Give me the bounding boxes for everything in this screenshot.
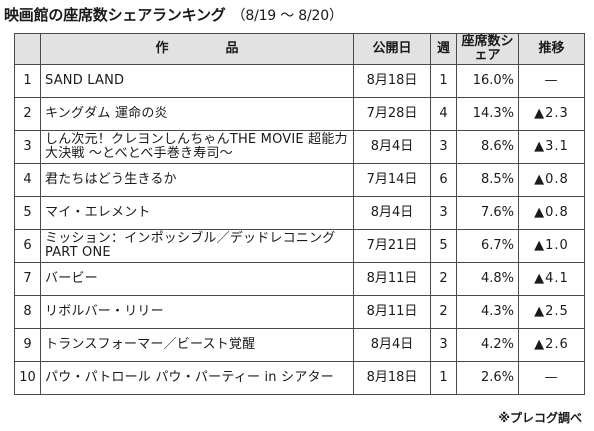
share-cell: 4.8% [456,262,519,296]
rank-cell: 3 [14,130,41,164]
trend-cell: ▲1.0 [518,229,585,263]
release-date-cell: 7月21日 [353,229,431,263]
movie-title-cell: SAND LAND [40,64,354,98]
movie-title-cell: トランスフォーマー／ビースト覚醒 [40,328,354,362]
release-date-cell: 7月28日 [353,97,431,131]
rank-cell: 5 [14,196,41,230]
table-row: 3 しん次元！クレヨンしんちゃんTHE MOVIE 超能力大決戦 〜とべとべ手巻… [14,130,585,164]
trend-cell: ▲2.5 [518,295,585,329]
ranking-table: 作 品 公開日 週 座席数シェア 推移 1 SAND LAND 8月18日 1 … [14,33,585,395]
release-date-cell: 8月18日 [353,64,431,98]
table-row: 10 パウ・パトロール パウ・パーティー in シアター 8月18日 1 2.6… [14,361,585,395]
trend-cell: — [518,64,585,98]
share-cell: 6.7% [456,229,519,263]
movie-title-cell: 君たちはどう生きるか [40,163,354,197]
table-body: 1 SAND LAND 8月18日 1 16.0% — 2 キングダム 運命の炎… [14,64,585,395]
rank-cell: 8 [14,295,41,329]
weeks-cell: 2 [430,295,457,329]
header-title: 作 品 [40,33,354,65]
trend-cell: — [518,361,585,395]
rank-cell: 9 [14,328,41,362]
share-cell: 8.6% [456,130,519,164]
header-weeks: 週 [430,33,457,65]
table-header: 作 品 公開日 週 座席数シェア 推移 [14,33,585,65]
table-row: 6 ミッション：インポッシブル／デッドレコニング PART ONE 7月21日 … [14,229,585,263]
rank-cell: 1 [14,64,41,98]
share-cell: 2.6% [456,361,519,395]
table-row: 8 リボルバー・リリー 8月11日 2 4.3% ▲2.5 [14,295,585,329]
share-cell: 16.0% [456,64,519,98]
trend-cell: ▲2.3 [518,97,585,131]
weeks-cell: 5 [430,229,457,263]
share-cell: 4.2% [456,328,519,362]
movie-title-cell: ミッション：インポッシブル／デッドレコニング PART ONE [40,229,354,263]
weeks-cell: 1 [430,64,457,98]
rank-cell: 7 [14,262,41,296]
share-cell: 14.3% [456,97,519,131]
title-period: （8/19 〜 8/20） [231,8,343,24]
table-row: 4 君たちはどう生きるか 7月14日 6 8.5% ▲0.8 [14,163,585,197]
release-date-cell: 8月4日 [353,196,431,230]
weeks-cell: 2 [430,262,457,296]
weeks-cell: 6 [430,163,457,197]
header-trend: 推移 [518,33,585,65]
share-cell: 4.3% [456,295,519,329]
release-date-cell: 8月4日 [353,130,431,164]
rank-cell: 4 [14,163,41,197]
release-date-cell: 8月11日 [353,295,431,329]
release-date-cell: 8月4日 [353,328,431,362]
source-footnote: ※プレコグ調べ [498,411,582,425]
table-row: 5 マイ・エレメント 8月4日 3 7.6% ▲0.8 [14,196,585,230]
movie-title-cell: バービー [40,262,354,296]
weeks-cell: 4 [430,97,457,131]
movie-title-cell: キングダム 運命の炎 [40,97,354,131]
release-date-cell: 8月18日 [353,361,431,395]
table-row: 1 SAND LAND 8月18日 1 16.0% — [14,64,585,98]
rank-cell: 10 [14,361,41,395]
trend-cell: ▲4.1 [518,262,585,296]
table-row: 9 トランスフォーマー／ビースト覚醒 8月4日 3 4.2% ▲2.6 [14,328,585,362]
header-title-label: 作 品 [155,41,261,56]
release-date-cell: 7月14日 [353,163,431,197]
header-row: 作 品 公開日 週 座席数シェア 推移 [14,33,585,65]
weeks-cell: 3 [430,130,457,164]
rank-cell: 6 [14,229,41,263]
header-share: 座席数シェア [456,33,519,65]
weeks-cell: 3 [430,196,457,230]
table-row: 7 バービー 8月11日 2 4.8% ▲4.1 [14,262,585,296]
header-rank [14,33,41,65]
trend-cell: ▲0.8 [518,196,585,230]
rank-cell: 2 [14,97,41,131]
trend-cell: ▲3.1 [518,130,585,164]
page-title: 映画館の座席数シェアランキング （8/19 〜 8/20） [4,2,343,28]
movie-title-cell: マイ・エレメント [40,196,354,230]
trend-cell: ▲2.6 [518,328,585,362]
movie-title-cell: パウ・パトロール パウ・パーティー in シアター [40,361,354,395]
title-text: 映画館の座席数シェアランキング [4,6,226,24]
movie-title-cell: しん次元！クレヨンしんちゃんTHE MOVIE 超能力大決戦 〜とべとべ手巻き寿… [40,130,354,164]
weeks-cell: 3 [430,328,457,362]
share-cell: 7.6% [456,196,519,230]
trend-cell: ▲0.8 [518,163,585,197]
share-cell: 8.5% [456,163,519,197]
table-row: 2 キングダム 運命の炎 7月28日 4 14.3% ▲2.3 [14,97,585,131]
header-release: 公開日 [353,33,431,65]
release-date-cell: 8月11日 [353,262,431,296]
movie-title-cell: リボルバー・リリー [40,295,354,329]
weeks-cell: 1 [430,361,457,395]
